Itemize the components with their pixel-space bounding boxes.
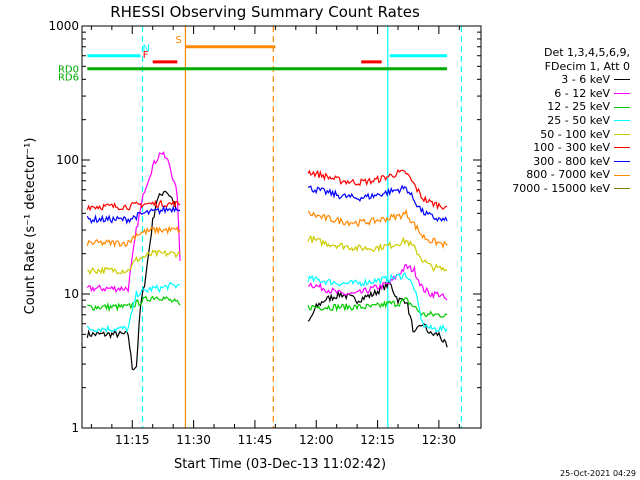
legend-label: 300 - 800 keV [533,154,610,168]
series-line-100-300keV [86,199,181,212]
legend-swatch [614,79,630,81]
legend-entry: 50 - 100 keV [484,128,634,142]
legend-swatch [614,120,630,122]
flag-label-rd6: RD6 [58,72,79,83]
x-tick-label: 11:15 [115,433,150,447]
plot-frame [81,25,482,429]
series-line-50-100keV [87,249,181,276]
flag-label-f: F [143,50,149,61]
y-tick-label: 100 [56,153,79,167]
legend-entry: 7000 - 15000 keV [484,182,634,196]
legend-entry: 100 - 300 keV [484,141,634,155]
legend-label: 100 - 300 keV [533,141,610,155]
series-line-3-6keV [86,190,177,371]
series-line-800-7000keV [307,208,448,250]
legend-label: 6 - 12 keV [554,86,610,100]
x-tick-label: 12:00 [299,433,334,447]
legend-swatch [614,161,630,163]
y-tick-label: 10 [64,287,79,301]
legend-swatch [614,106,630,108]
series-line-50-100keV [307,234,448,272]
legend-swatch [614,147,630,149]
x-tick-label: 11:30 [176,433,211,447]
series-line-800-7000keV [86,225,181,249]
series-line-6-12keV [86,150,181,294]
legend-swatch [614,133,630,135]
legend-entry: 300 - 800 keV [484,155,634,169]
series-line-100-300keV [307,168,448,211]
series-line-12-25keV [307,296,448,319]
legend-label: 3 - 6 keV [561,73,610,87]
y-tick-label: 1 [71,421,79,435]
legend: Det 1,3,4,5,6,9, FDecim 1, Att 0 3 - 6 k… [484,46,634,196]
timestamp: 25-Oct-2021 04:29 [560,469,636,478]
x-tick-label: 12:15 [360,433,395,447]
legend-label: 12 - 25 keV [547,100,610,114]
x-tick-label: 11:45 [238,433,273,447]
legend-entry: 3 - 6 keV [484,73,634,87]
series-line-6-12keV [308,263,448,301]
legend-swatch [614,174,630,176]
legend-label: 800 - 7000 keV [526,168,610,182]
legend-label: 7000 - 15000 keV [512,181,610,195]
x-tick-label: 12:30 [422,433,457,447]
flag-label-s: S [175,35,181,46]
legend-label: 25 - 50 keV [547,113,610,127]
legend-header-line-1: Det 1,3,4,5,6,9, [543,46,630,59]
flag-label-rd0: RD0 [58,65,79,76]
series-line-25-50keV [307,272,448,333]
series-line-25-50keV [86,281,180,334]
flag-label-n: N [142,44,149,55]
legend-entry: 25 - 50 keV [484,114,634,128]
x-axis-label: Start Time (03-Dec-13 11:02:42) [174,457,386,472]
chart-title: RHESSI Observing Summary Count Rates [110,3,420,21]
series-line-12-25keV [87,295,181,313]
legend-entry: 6 - 12 keV [484,87,634,101]
y-axis-label: Count Rate (s⁻¹ detector⁻¹) [23,138,38,315]
legend-label: 50 - 100 keV [540,127,610,141]
legend-header-line-2: FDecim 1, Att 0 [544,59,630,73]
legend-swatch [614,188,630,190]
series-line-300-800keV [86,205,181,225]
legend-entry: 800 - 7000 keV [484,168,634,182]
series-line-300-800keV [307,184,448,223]
y-tick-label: 1000 [48,19,79,33]
series-line-3-6keV [307,279,448,348]
legend-entry: 12 - 25 keV [484,100,634,114]
legend-swatch [614,93,630,95]
